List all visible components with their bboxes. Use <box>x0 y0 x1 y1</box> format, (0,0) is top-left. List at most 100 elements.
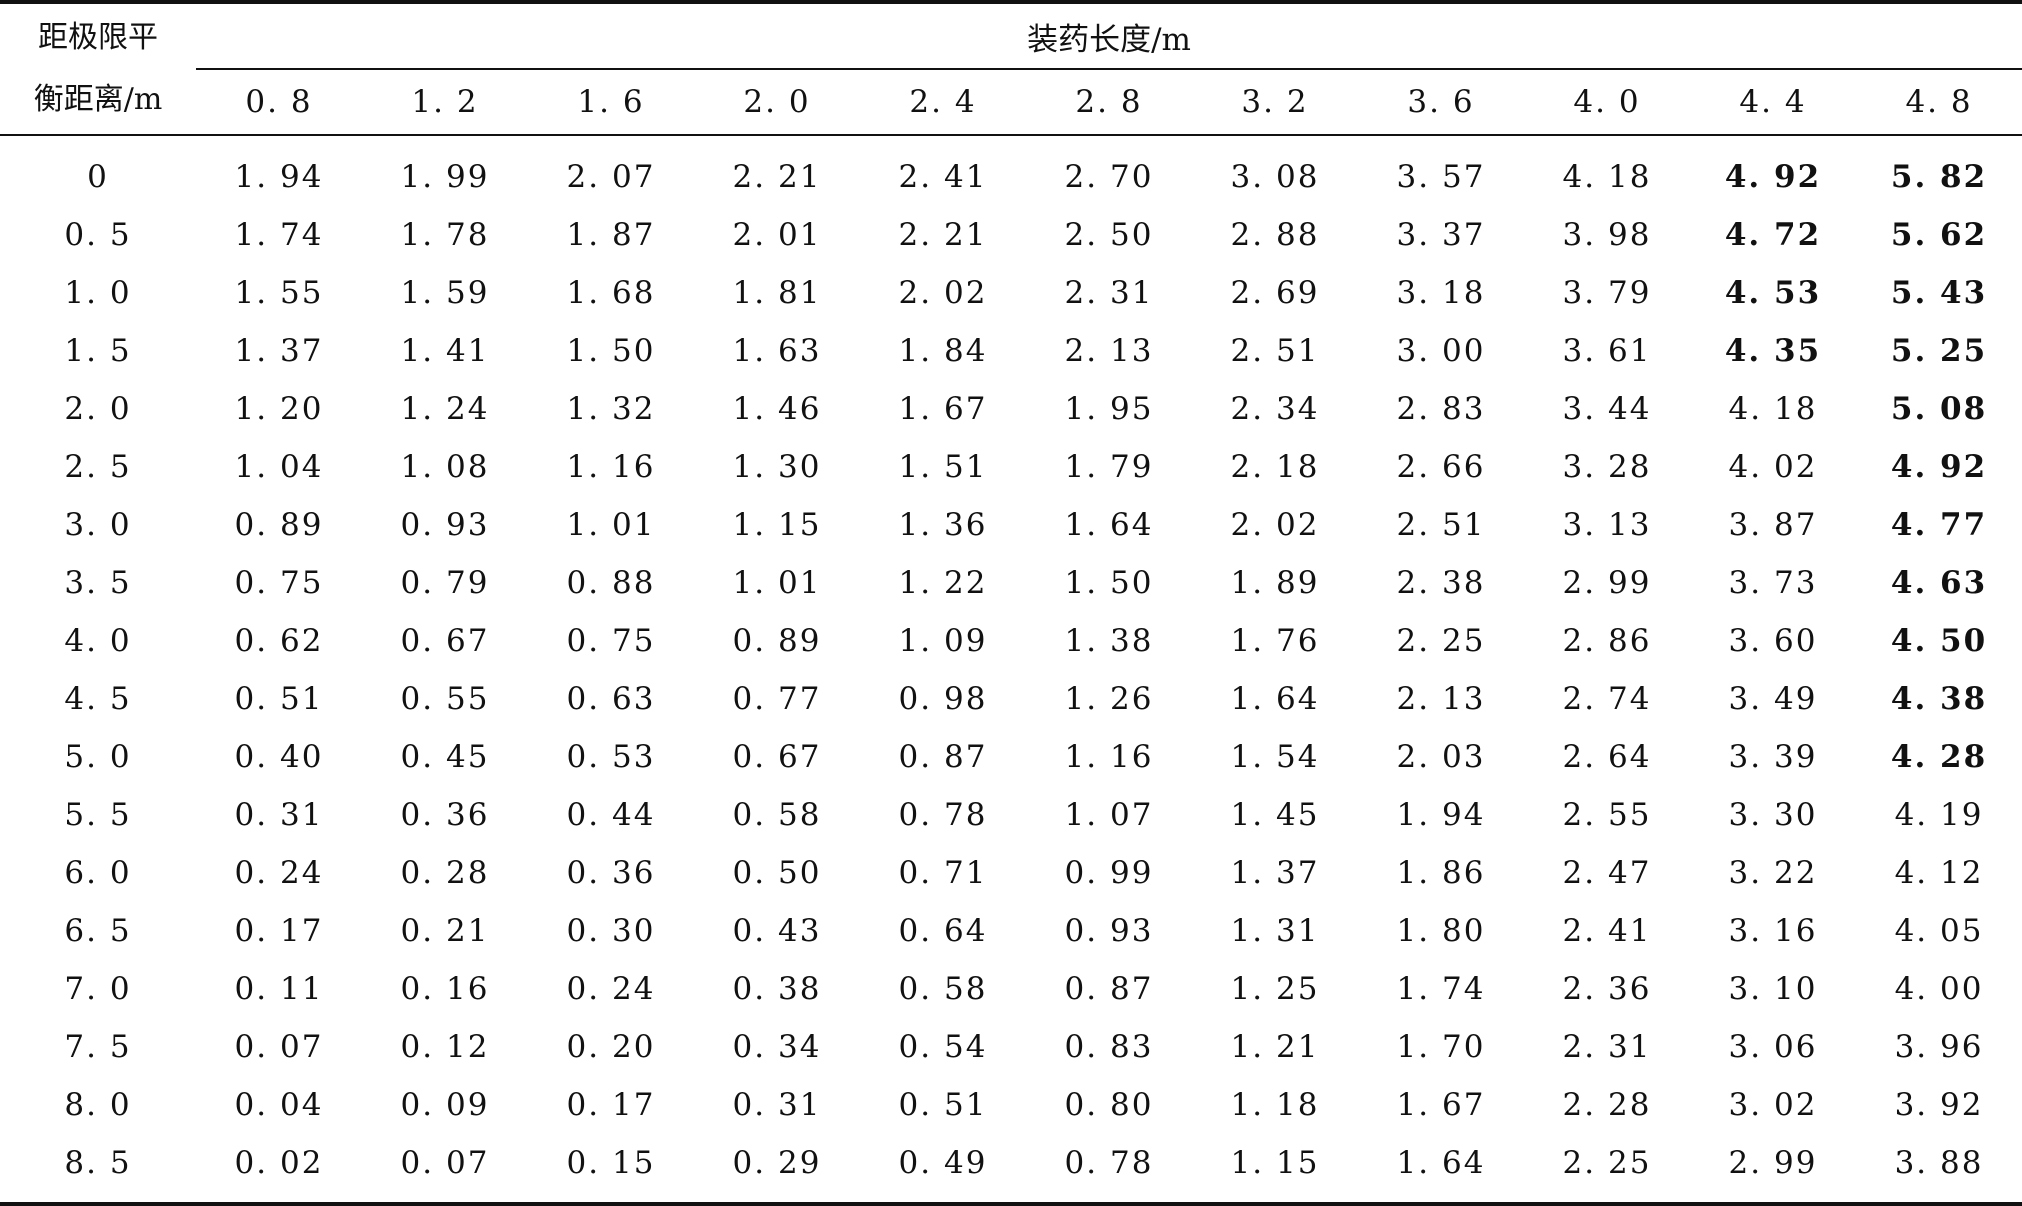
table-cell: 0. 38 <box>732 971 822 1007</box>
table-cell: 0. 51 <box>898 1087 988 1123</box>
table-cell: 1. 64 <box>1064 507 1154 543</box>
table-cell: 0. 09 <box>400 1087 490 1123</box>
table-cell: 2. 13 <box>1396 681 1486 717</box>
table-cell: 2. 99 <box>1562 565 1652 601</box>
table-cell: 0. 80 <box>1064 1087 1154 1123</box>
row-label: 6. 5 <box>64 913 132 949</box>
table-row: 1. 0 1. 55 1. 59 1. 68 1. 81 2. 02 2. 31 2. 69 3… <box>0 264 2022 322</box>
table-cell: 5. 25 <box>1890 333 1988 369</box>
table-cell: 1. 81 <box>732 275 822 311</box>
table-cell: 0. 75 <box>566 623 656 659</box>
column-header: 4. 4 <box>1690 69 1856 136</box>
table-cell: 3. 60 <box>1728 623 1818 659</box>
table-cell: 2. 21 <box>898 217 988 253</box>
table-cell: 1. 26 <box>1064 681 1154 717</box>
table-cell: 3. 88 <box>1894 1145 1984 1181</box>
column-header: 1. 2 <box>362 69 528 136</box>
table-cell: 0. 07 <box>400 1145 490 1181</box>
table-cell: 2. 34 <box>1230 391 1320 427</box>
table-cell: 0. 93 <box>1064 913 1154 949</box>
table-cell: 0. 62 <box>234 623 324 659</box>
table-row: 3. 5 0. 75 0. 79 0. 88 1. 01 1. 22 1. 50 1. 89 2… <box>0 554 2022 612</box>
table-cell: 1. 16 <box>566 449 656 485</box>
row-label: 7. 0 <box>64 971 132 1007</box>
table-cell: 0. 20 <box>566 1029 656 1065</box>
table-cell: 1. 63 <box>732 333 822 369</box>
column-header: 1. 6 <box>528 69 694 136</box>
table-cell: 0. 04 <box>234 1087 324 1123</box>
table-cell: 4. 50 <box>1890 623 1988 659</box>
table-cell: 1. 31 <box>1230 913 1320 949</box>
table-cell: 1. 15 <box>732 507 822 543</box>
table-cell: 0. 78 <box>898 797 988 833</box>
column-header: 4. 0 <box>1524 69 1690 136</box>
table-cell: 2. 88 <box>1230 217 1320 253</box>
row-label: 4. 0 <box>64 623 132 659</box>
table-cell: 1. 41 <box>400 333 490 369</box>
table-cell: 2. 83 <box>1396 391 1486 427</box>
table-cell: 0. 64 <box>898 913 988 949</box>
row-label: 3. 5 <box>64 565 132 601</box>
table-cell: 1. 01 <box>732 565 822 601</box>
table-cell: 2. 64 <box>1562 739 1652 775</box>
table-cell: 2. 02 <box>1230 507 1320 543</box>
table-cell: 0. 93 <box>400 507 490 543</box>
table-cell: 4. 77 <box>1890 507 1988 543</box>
table-row: 4. 0 0. 62 0. 67 0. 75 0. 89 1. 09 1. 38 1. 76 2… <box>0 612 2022 670</box>
table-cell: 1. 70 <box>1396 1029 1486 1065</box>
table-cell: 0. 79 <box>400 565 490 601</box>
table-cell: 1. 94 <box>1396 797 1486 833</box>
table-row: 3. 0 0. 89 0. 93 1. 01 1. 15 1. 36 1. 64 2. 02 2… <box>0 496 2022 554</box>
table-cell: 0. 07 <box>234 1029 324 1065</box>
row-label: 4. 5 <box>64 681 132 717</box>
table-cell: 1. 37 <box>1230 855 1320 891</box>
group-header: 装药长度/m <box>196 2 2022 70</box>
table-cell: 0. 67 <box>732 739 822 775</box>
table-cell: 2. 50 <box>1064 217 1154 253</box>
table-cell: 0. 54 <box>898 1029 988 1065</box>
table-cell: 1. 78 <box>400 217 490 253</box>
header-row-group: 距极限平 衡距离/m 装药长度/m <box>0 2 2022 136</box>
table-cell: 2. 99 <box>1728 1145 1818 1181</box>
column-header: 2. 4 <box>860 69 1026 136</box>
table-cell: 1. 76 <box>1230 623 1320 659</box>
table-cell: 1. 64 <box>1396 1145 1486 1181</box>
row-label: 6. 0 <box>64 855 132 891</box>
table-cell: 4. 92 <box>1890 449 1988 485</box>
table-row: 8. 5 0. 02 0. 07 0. 15 0. 29 0. 49 0. 78 1. 15 1… <box>0 1134 2022 1204</box>
row-header-cell: 距极限平 衡距离/m <box>0 2 196 136</box>
table-cell: 1. 51 <box>898 449 988 485</box>
table-cell: 0. 67 <box>400 623 490 659</box>
table-cell: 1. 30 <box>732 449 822 485</box>
table-cell: 2. 21 <box>732 159 822 195</box>
column-header: 2. 0 <box>694 69 860 136</box>
table-cell: 1. 09 <box>898 623 988 659</box>
table-cell: 3. 44 <box>1562 391 1652 427</box>
table-cell: 2. 31 <box>1064 275 1154 311</box>
table-cell: 2. 66 <box>1396 449 1486 485</box>
table-cell: 1. 84 <box>898 333 988 369</box>
table-cell: 2. 25 <box>1396 623 1486 659</box>
table-row: 6. 5 0. 17 0. 21 0. 30 0. 43 0. 64 0. 93 1. 31 1… <box>0 902 2022 960</box>
table-cell: 0. 30 <box>566 913 656 949</box>
table-cell: 4. 18 <box>1562 159 1652 195</box>
table-cell: 0. 89 <box>732 623 822 659</box>
row-label: 0 <box>87 159 109 195</box>
table-cell: 3. 22 <box>1728 855 1818 891</box>
table-cell: 0. 24 <box>566 971 656 1007</box>
table-cell: 1. 64 <box>1230 681 1320 717</box>
table-cell: 0. 40 <box>234 739 324 775</box>
table-cell: 1. 87 <box>566 217 656 253</box>
table-cell: 0. 31 <box>234 797 324 833</box>
table-row: 2. 0 1. 20 1. 24 1. 32 1. 46 1. 67 1. 95 2. 34 2… <box>0 380 2022 438</box>
table-cell: 1. 21 <box>1230 1029 1320 1065</box>
table-cell: 1. 50 <box>566 333 656 369</box>
table-cell: 4. 18 <box>1728 391 1818 427</box>
table-cell: 1. 01 <box>566 507 656 543</box>
table-row: 0 1. 94 1. 99 2. 07 2. 21 2. 41 2. 70 3. 08 3. 5… <box>0 135 2022 206</box>
table-cell: 3. 92 <box>1894 1087 1984 1123</box>
table-cell: 0. 24 <box>234 855 324 891</box>
table-cell: 1. 37 <box>234 333 324 369</box>
table-cell: 4. 05 <box>1894 913 1984 949</box>
table-cell: 0. 17 <box>234 913 324 949</box>
